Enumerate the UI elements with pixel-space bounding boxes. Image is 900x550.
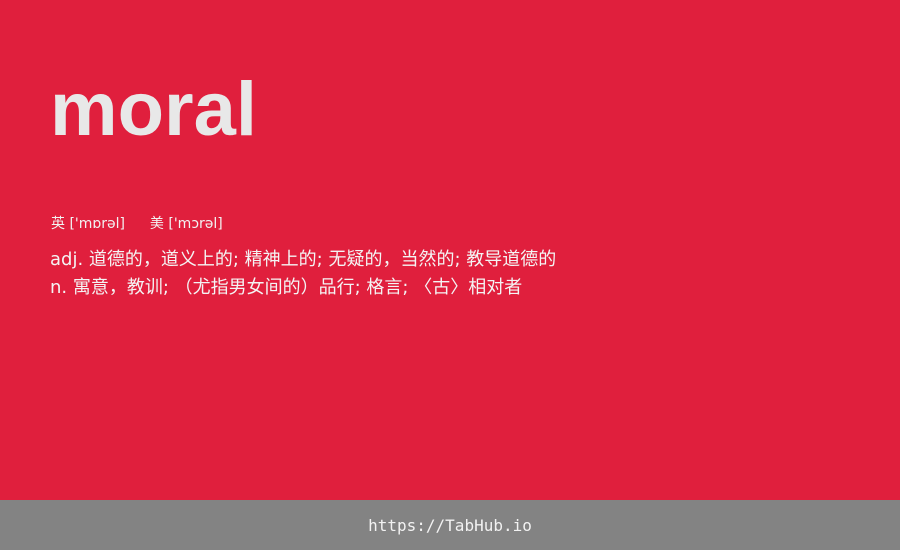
word-title: moral — [50, 67, 257, 152]
definitions: adj. 道德的，道义上的; 精神上的; 无疑的，当然的; 教导道德的 n. 寓… — [50, 246, 556, 302]
word-card: moral 英 ['mɒrəl] 美 ['mɔrəl] adj. 道德的，道义上… — [50, 67, 557, 302]
definition-noun: n. 寓意，教训; （尤指男女间的）品行; 格言; 〈古〉相对者 — [50, 277, 523, 298]
uk-label: 英 — [51, 216, 65, 232]
uk-ipa: ['mɒrəl] — [69, 216, 126, 232]
footer-bar: https://TabHub.io — [0, 500, 900, 550]
us-ipa: ['mɔrəl] — [168, 216, 223, 232]
definition-adj: adj. 道德的，道义上的; 精神上的; 无疑的，当然的; 教导道德的 — [50, 249, 557, 270]
tabhub-link[interactable]: https://TabHub.io — [368, 515, 532, 535]
phonetics: 英 ['mɒrəl] 美 ['mɔrəl] — [51, 213, 223, 233]
us-label: 美 — [149, 216, 164, 232]
